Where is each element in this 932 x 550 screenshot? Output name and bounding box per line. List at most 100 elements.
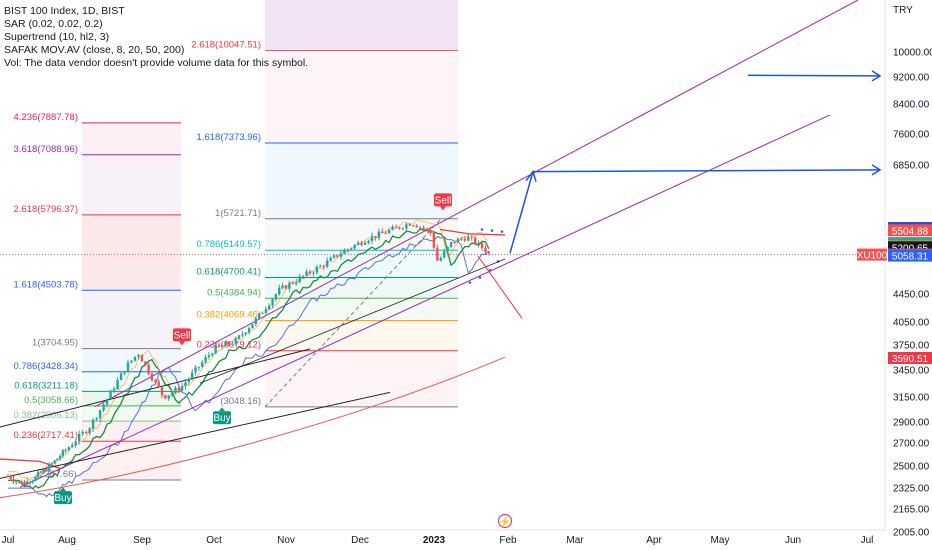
fib-left-zone-5 bbox=[82, 290, 181, 349]
candle-body-95 bbox=[315, 267, 319, 273]
price-tag-label-8: 3590.51 bbox=[892, 354, 929, 365]
candle-body-133 bbox=[446, 246, 449, 252]
black-trend-lower bbox=[0, 391, 391, 479]
candle-body-17 bbox=[53, 460, 56, 464]
candle-body-38 bbox=[123, 372, 126, 374]
sar-dot-5 bbox=[490, 229, 494, 232]
candle-body-50 bbox=[164, 395, 167, 399]
candle-body-1 bbox=[9, 475, 12, 480]
candle-body-68 bbox=[224, 341, 227, 346]
currency-label: TRY bbox=[893, 5, 913, 16]
time-tick-3: Oct bbox=[206, 535, 222, 546]
projection-up-line bbox=[509, 171, 534, 254]
price-tag-1 bbox=[888, 224, 932, 237]
fib-right-level-label-4: 0.618(4700.41) bbox=[197, 267, 261, 278]
time-tick-6: 2023 bbox=[423, 535, 446, 546]
candle-body-26 bbox=[81, 431, 84, 434]
candle-body-24 bbox=[74, 441, 77, 446]
candle-body-14 bbox=[45, 469, 48, 472]
candles-layer bbox=[6, 222, 491, 488]
candle-body-61 bbox=[201, 362, 204, 367]
candle-body-100 bbox=[332, 255, 336, 258]
legend-title[interactable]: BIST 100 Index, 1D, BIST bbox=[4, 5, 125, 17]
price-tick-5: 2900.00 bbox=[893, 417, 930, 428]
signals-layer: Buy Sell Buy Sell bbox=[54, 193, 452, 505]
candle-body-16 bbox=[50, 463, 54, 465]
candle-body-36 bbox=[116, 380, 119, 390]
ma-green-line bbox=[8, 228, 490, 490]
price-tick-4: 2700.00 bbox=[893, 439, 930, 450]
candle-body-131 bbox=[439, 257, 442, 261]
price-tick-14: 9200.00 bbox=[893, 72, 930, 83]
candle-body-104 bbox=[346, 249, 350, 251]
candle-body-130 bbox=[436, 247, 439, 261]
fib-left-level-label-4: 0.786(3428.34) bbox=[14, 361, 78, 372]
legend-indicator-mov-av[interactable]: SAFAK MOV.AV (close, 8, 20, 50, 200) bbox=[4, 44, 185, 56]
candle-body-140 bbox=[470, 236, 473, 238]
candle-body-28 bbox=[88, 428, 91, 433]
candle-body-21 bbox=[64, 450, 67, 452]
price-tick-9: 4050.00 bbox=[893, 318, 930, 329]
fib-left-zone-3 bbox=[82, 371, 181, 392]
candle-body-49 bbox=[160, 387, 164, 396]
candle-body-48 bbox=[157, 381, 160, 388]
candle-body-86 bbox=[284, 285, 288, 289]
candle-body-120 bbox=[401, 228, 405, 230]
legend-indicator-sar[interactable]: SAR (0.02, 0.02, 0.2) bbox=[4, 18, 103, 30]
time-tick-2: Sep bbox=[133, 535, 151, 546]
chart-legend: BIST 100 Index, 1D, BIST SAR (0.02, 0.02… bbox=[4, 5, 308, 70]
fib-left-zone-low bbox=[82, 441, 181, 480]
candle-body-85 bbox=[281, 285, 284, 288]
candle-body-114 bbox=[381, 231, 384, 233]
candle-body-89 bbox=[295, 282, 298, 284]
price-tick-15: 10000.00 bbox=[893, 47, 932, 58]
candle-body-67 bbox=[221, 345, 224, 347]
channel-upper-line bbox=[94, 0, 859, 408]
candle-body-27 bbox=[84, 431, 88, 433]
candle-body-102 bbox=[339, 253, 343, 257]
candle-body-82 bbox=[271, 299, 274, 306]
candle-body-56 bbox=[184, 382, 187, 387]
candle-body-5 bbox=[20, 481, 23, 485]
candle-body-25 bbox=[77, 433, 81, 442]
price-tick-0: 2005.00 bbox=[893, 528, 930, 539]
candle-body-8 bbox=[28, 482, 32, 484]
symbol-tag-label: XU100 bbox=[857, 251, 888, 262]
legend-indicator-supertrend[interactable]: Supertrend (10, hl2, 3) bbox=[4, 31, 110, 43]
candle-body-138 bbox=[463, 238, 467, 241]
candle-body-87 bbox=[288, 282, 291, 289]
candle-body-20 bbox=[61, 450, 65, 457]
candle-body-116 bbox=[387, 229, 391, 234]
time-tick-7: Feb bbox=[499, 535, 517, 546]
price-tag-label-1: 5504.88 bbox=[892, 226, 929, 237]
price-tick-7: 3450.00 bbox=[893, 365, 930, 376]
candle-body-78 bbox=[257, 313, 261, 319]
price-tag-label-7: 5058.31 bbox=[892, 252, 929, 263]
signal-buy-label-0: Buy bbox=[54, 493, 71, 504]
candle-body-88 bbox=[291, 282, 295, 284]
fib-left-zone-6 bbox=[82, 214, 181, 291]
candle-body-84 bbox=[278, 287, 281, 295]
fib-right-zone-7 bbox=[265, 50, 458, 143]
candle-body-101 bbox=[336, 255, 339, 257]
price-tick-13: 8400.00 bbox=[893, 100, 930, 111]
time-tick-8: Mar bbox=[566, 535, 584, 546]
candle-body-7 bbox=[26, 481, 29, 484]
candle-body-135 bbox=[453, 241, 456, 243]
projection-flat-arrowhead bbox=[871, 164, 882, 176]
candle-body-45 bbox=[147, 364, 150, 374]
candle-body-97 bbox=[322, 265, 325, 267]
candle-body-69 bbox=[227, 341, 231, 345]
fib-left-level-label-3: 0.618(3211.18) bbox=[14, 380, 78, 391]
candle-body-72 bbox=[237, 335, 241, 339]
candle-body-96 bbox=[319, 265, 322, 268]
fib-left-level-label-7: 2.618(5796.37) bbox=[14, 204, 78, 215]
sar-dot-0 bbox=[468, 281, 472, 284]
signal-sell-pointer-3 bbox=[440, 206, 446, 211]
projection-flat-line bbox=[532, 169, 881, 173]
time-tick-1: Aug bbox=[58, 535, 76, 546]
price-tick-2: 2325.00 bbox=[893, 483, 930, 494]
candle-body-126 bbox=[422, 227, 425, 229]
lightning-icon bbox=[498, 514, 512, 528]
